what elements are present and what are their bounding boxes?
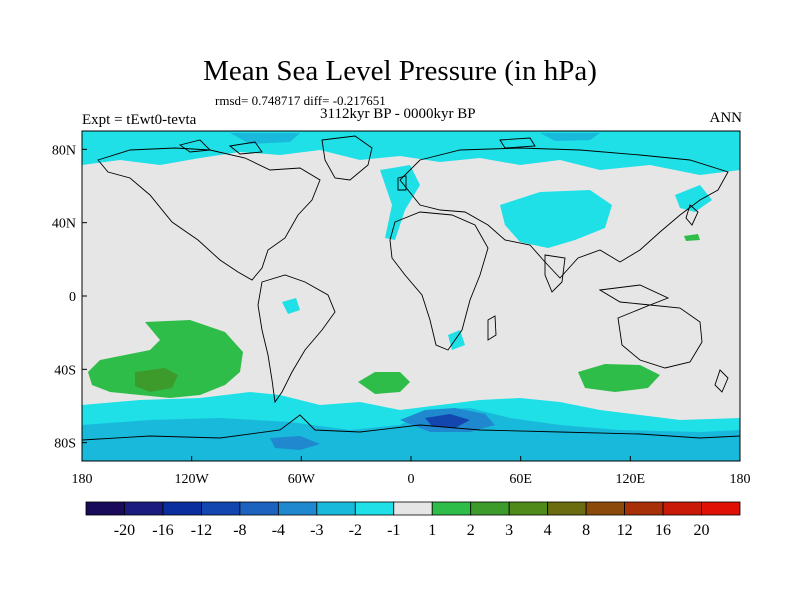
colorbar-swatch xyxy=(393,501,433,516)
lon-label: 120E xyxy=(616,472,646,487)
region-antarctic-core xyxy=(425,414,470,428)
lat-label: 80N xyxy=(52,143,76,158)
lat-label: 80S xyxy=(54,437,76,452)
colorbar-label: 16 xyxy=(655,522,671,539)
lat-label: 0 xyxy=(69,290,76,305)
colorbar-swatch xyxy=(624,501,664,516)
colorbar-label: -3 xyxy=(310,522,323,539)
colorbar-label: 3 xyxy=(505,522,513,539)
colorbar-swatch xyxy=(316,501,356,516)
region-pacific-north xyxy=(675,185,712,212)
stats-subtitle: rmsd= 0.748717 diff= -0.217651 xyxy=(215,93,386,108)
period-subtitle: 3112kyr BP - 0000kyr BP xyxy=(320,106,476,122)
colorbar-label: 2 xyxy=(467,522,475,539)
colorbar-label: 12 xyxy=(617,522,633,539)
colorbar-swatch xyxy=(470,501,510,516)
colorbar-swatch xyxy=(547,501,587,516)
region-south-pacific xyxy=(88,320,243,398)
colorbar-swatch xyxy=(85,501,125,516)
colorbar-swatch xyxy=(277,501,318,516)
colorbar-swatch xyxy=(124,501,164,516)
region-arctic-core xyxy=(230,133,600,144)
colorbar-label: -12 xyxy=(191,522,212,539)
colorbar-label: 4 xyxy=(544,522,552,539)
colorbar-label: -1 xyxy=(387,522,400,539)
lon-label: 60W xyxy=(288,472,316,487)
region-north-atlantic xyxy=(380,165,420,240)
lon-label: 180 xyxy=(72,472,93,487)
colorbar-swatch xyxy=(662,501,702,516)
colorbar-swatch xyxy=(508,501,549,516)
map-field xyxy=(82,131,740,461)
lon-label: 120W xyxy=(175,472,210,487)
lon-label: 0 xyxy=(408,472,415,487)
colorbar-swatch xyxy=(585,501,625,516)
colorbar-label: 1 xyxy=(428,522,436,539)
region-pacific-small xyxy=(684,234,700,241)
colorbar-label: 8 xyxy=(582,522,590,539)
latitude-axis: 80N 40N 0 40S 80S xyxy=(52,143,87,452)
colorbar-swatch xyxy=(162,501,202,516)
region-south-pacific-core xyxy=(135,368,178,392)
lat-label: 40S xyxy=(54,363,76,378)
colorbar-swatch xyxy=(239,501,279,516)
lon-label: 180 xyxy=(730,472,751,487)
colorbar-label: -16 xyxy=(152,522,173,539)
colorbar-swatch xyxy=(701,501,741,516)
season-label: ANN xyxy=(709,110,743,126)
colorbar-label: -20 xyxy=(114,522,135,539)
region-central-asia xyxy=(500,190,612,248)
colorbar-swatch xyxy=(431,501,472,516)
region-southern-ocean-inner xyxy=(82,408,740,461)
experiment-label: Expt = tEwt0-tevta xyxy=(82,112,197,128)
colorbar: -20 -16 -12 -8 -4 -3 -2 -1 1 2 3 4 8 12 16 20 xyxy=(85,501,741,539)
colorbar-label: -4 xyxy=(272,522,285,539)
plot-title: Mean Sea Level Pressure (in hPa) xyxy=(203,55,597,87)
colorbar-swatch xyxy=(201,501,241,516)
lat-label: 40N xyxy=(52,217,76,232)
colorbar-swatch xyxy=(354,501,395,516)
lon-label: 60E xyxy=(509,472,532,487)
region-africa-spot xyxy=(448,330,465,350)
region-south-america-spot xyxy=(282,298,300,314)
colorbar-label: -2 xyxy=(349,522,362,539)
longitude-axis: 180 120W 60W 0 60E 120E 180 xyxy=(72,456,751,487)
region-south-indian xyxy=(578,364,660,392)
region-south-atlantic xyxy=(358,372,410,394)
colorbar-label: -8 xyxy=(233,522,246,539)
colorbar-label: 20 xyxy=(694,522,710,539)
coastlines xyxy=(82,135,740,441)
